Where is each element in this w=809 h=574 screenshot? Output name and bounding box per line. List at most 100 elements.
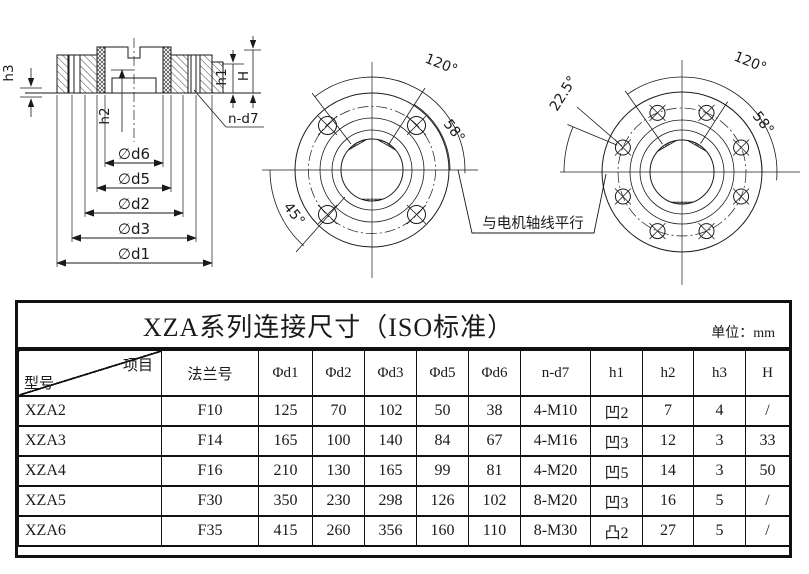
cell-d1: 125 (258, 395, 313, 427)
cell-d2: 260 (312, 515, 365, 547)
cell-h2: 14 (642, 455, 694, 487)
col-header-d6: Φd6 (468, 349, 521, 397)
cell-d1: 350 (258, 485, 313, 517)
cell-model: XZA5 (18, 485, 162, 517)
cell-h3: 3 (693, 455, 746, 487)
cell-H: / (745, 395, 790, 427)
table-row: XZA2 F10 125 70 102 50 38 4-M10 凹2 7 4 / (18, 395, 790, 427)
cell-h3: 4 (693, 395, 746, 427)
hub-section-block (162, 46, 172, 94)
table-row: XZA6 F35 415 260 356 160 110 8-M30 凸2 27… (18, 515, 790, 547)
n-d7-leader (193, 89, 227, 128)
cell-d6: 110 (468, 515, 521, 547)
cell-d1: 415 (258, 515, 313, 547)
side-view-8-bolt: 120° 58° 22.5° (547, 49, 800, 285)
cell-d6: 81 (468, 455, 521, 487)
table-row: XZA5 F30 350 230 298 126 102 8-M20 凹3 16… (18, 485, 790, 517)
hub-section-block (96, 46, 106, 94)
cell-model: XZA2 (18, 395, 162, 427)
dim-label-n-d7: n-d7 (228, 111, 259, 127)
cell-d5: 84 (416, 425, 469, 457)
dim-label-h1: h1 (214, 68, 230, 85)
cell-h3: 3 (693, 425, 746, 457)
cell-n-d7: 4-M10 (520, 395, 591, 427)
dim-label-h3: h3 (1, 64, 17, 81)
bolt-circle (617, 107, 747, 237)
cell-H: / (745, 485, 790, 517)
note-label: 与电机轴线平行 (482, 215, 584, 232)
col-header-H: H (745, 349, 790, 397)
cell-h2: 7 (642, 395, 694, 427)
bore-flats (657, 140, 707, 205)
header-row: 项目 型号 法兰号 Φd1 Φd2 Φd3 Φd5 Φd6 n-d7 h1 h2… (18, 349, 790, 397)
col-header-h2: h2 (642, 349, 694, 397)
cell-d2: 230 (312, 485, 365, 517)
cell-flange-no: F14 (161, 425, 259, 457)
dimension-table: XZA系列连接尺寸（ISO标准） 单位：mm 项目 型号 法兰号 Φd1 Φd2… (15, 300, 792, 558)
cell-d5: 126 (416, 485, 469, 517)
cell-d3: 356 (364, 515, 417, 547)
dim-label-d1: ∅d1 (118, 245, 150, 263)
spec-table: 项目 型号 法兰号 Φd1 Φd2 Φd3 Φd5 Φd6 n-d7 h1 h2… (18, 349, 790, 547)
cell-n-d7: 4-M16 (520, 425, 591, 457)
flange-section-block (56, 54, 69, 94)
cell-h3: 5 (693, 515, 746, 547)
cell-H: / (745, 515, 790, 547)
cell-d5: 99 (416, 455, 469, 487)
flange-section-block (79, 54, 98, 94)
cell-n-d7: 8-M20 (520, 485, 591, 517)
table-title-row: XZA系列连接尺寸（ISO标准） 单位：mm (18, 303, 789, 349)
angle-label-58: 58° (749, 109, 777, 138)
cell-d5: 160 (416, 515, 469, 547)
corner-cell: 项目 型号 (18, 349, 162, 397)
col-header-h3: h3 (693, 349, 746, 397)
flange-section-block (170, 54, 189, 94)
bore-flats (347, 139, 397, 202)
cell-d3: 140 (364, 425, 417, 457)
corner-label-model: 型号 (24, 376, 55, 392)
cell-d5: 50 (416, 395, 469, 427)
cell-d1: 210 (258, 455, 313, 487)
cell-n-d7: 4-M20 (520, 455, 591, 487)
cell-flange-no: F10 (161, 395, 259, 427)
cell-flange-no: F30 (161, 485, 259, 517)
cell-flange-no: F35 (161, 515, 259, 547)
cell-h3: 5 (693, 485, 746, 517)
bolt-holes (317, 115, 427, 225)
cell-h2: 27 (642, 515, 694, 547)
col-header-d1: Φd1 (258, 349, 313, 397)
dim-label-H: H (236, 71, 252, 81)
angle-label-22-5: 22.5° (547, 73, 581, 114)
cell-H: 50 (745, 455, 790, 487)
cell-d6: 38 (468, 395, 521, 427)
table-row: XZA4 F16 210 130 165 99 81 4-M20 凹5 14 3… (18, 455, 790, 487)
cell-d6: 102 (468, 485, 521, 517)
angle-label-45: 45° (280, 200, 308, 229)
table-title: XZA系列连接尺寸（ISO标准） (142, 312, 515, 342)
col-header-d5: Φd5 (416, 349, 469, 397)
cell-d1: 165 (258, 425, 313, 457)
col-header-n-d7: n-d7 (520, 349, 591, 397)
dim-label-d5: ∅d5 (118, 170, 150, 188)
cell-model: XZA6 (18, 515, 162, 547)
unit-label: 单位：mm (711, 326, 775, 341)
cell-d3: 165 (364, 455, 417, 487)
cell-d2: 70 (312, 395, 365, 427)
dim-label-d6: ∅d6 (118, 145, 150, 163)
bolt-holes (614, 104, 750, 240)
cell-h1: 凹3 (590, 425, 643, 457)
cell-flange-no: F16 (161, 455, 259, 487)
dim-label-d3: ∅d3 (118, 220, 150, 238)
cell-h2: 12 (642, 425, 694, 457)
cell-d2: 130 (312, 455, 365, 487)
cell-h1: 凹3 (590, 485, 643, 517)
bolt-circle (308, 106, 436, 234)
note-parallel-to-motor-axis: 与电机轴线平行 (457, 169, 607, 234)
cell-h1: 凹5 (590, 455, 643, 487)
col-header-flange-no: 法兰号 (161, 349, 259, 397)
front-view-4-bolt: 120° 58° 45° (262, 51, 478, 278)
cell-model: XZA4 (18, 455, 162, 487)
corner-label-item: 项目 (122, 358, 153, 374)
cell-model: XZA3 (18, 425, 162, 457)
